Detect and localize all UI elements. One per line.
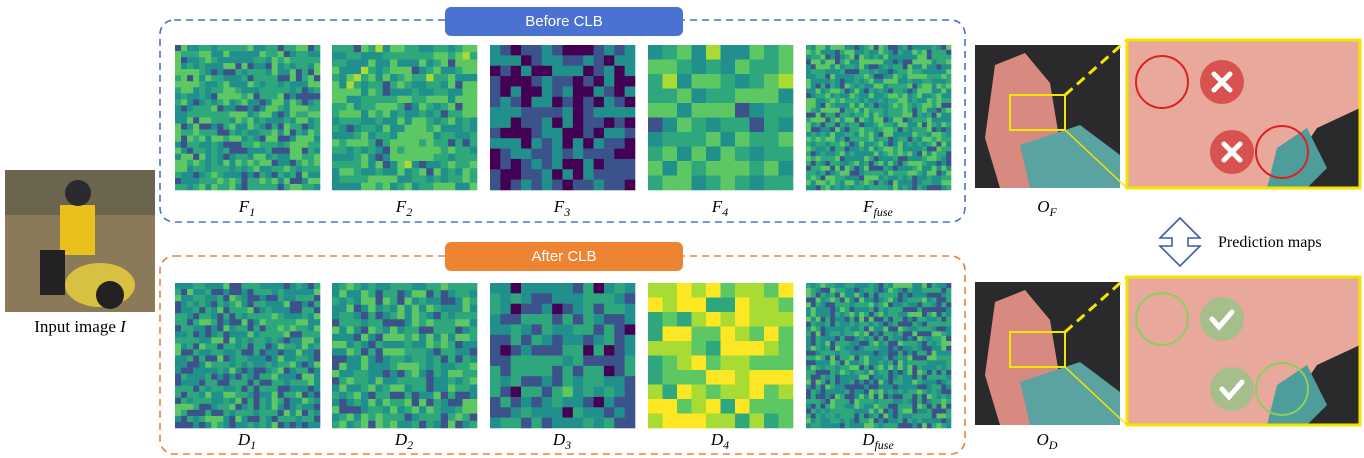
label-base: F bbox=[395, 197, 407, 216]
prediction-map bbox=[975, 277, 1360, 425]
caption-text: Input image bbox=[34, 317, 116, 336]
output-label: OD bbox=[1037, 430, 1058, 452]
label-sub: fuse bbox=[874, 205, 894, 219]
feature-map bbox=[332, 283, 477, 428]
feature-map bbox=[806, 283, 951, 428]
figure: Before CLB After CLB Input image I F1F2F… bbox=[0, 0, 1364, 458]
label-sub: 3 bbox=[564, 438, 571, 452]
label-sub: fuse bbox=[874, 438, 894, 452]
before-title: Before CLB bbox=[525, 13, 603, 30]
label-sub: 2 bbox=[407, 438, 413, 452]
feature-map bbox=[490, 283, 635, 428]
label-sub: 1 bbox=[249, 205, 255, 219]
label-base: F bbox=[238, 197, 250, 216]
label-base: O bbox=[1037, 197, 1049, 216]
arrow-label: Prediction maps bbox=[1218, 234, 1322, 251]
label-base: D bbox=[394, 430, 408, 449]
after-title: After CLB bbox=[531, 248, 596, 265]
input-caption: Input image I bbox=[34, 317, 127, 336]
feature-map bbox=[175, 45, 320, 190]
map-label: Ffuse bbox=[862, 197, 893, 219]
label-base: D bbox=[237, 430, 251, 449]
label-base: D bbox=[552, 430, 566, 449]
label-base: F bbox=[862, 197, 874, 216]
label-base: F bbox=[553, 197, 565, 216]
label-sub: 3 bbox=[563, 205, 570, 219]
feature-map bbox=[648, 45, 793, 190]
label-base: D bbox=[710, 430, 724, 449]
status-icon bbox=[1210, 367, 1254, 411]
map-label: F3 bbox=[553, 197, 570, 219]
arrow bbox=[1160, 218, 1200, 266]
label-sub: 2 bbox=[406, 205, 412, 219]
feature-map bbox=[175, 283, 320, 428]
output-label: OF bbox=[1037, 197, 1057, 219]
label-sub: D bbox=[1048, 438, 1058, 452]
label-sub: 1 bbox=[250, 438, 256, 452]
label-sub: 4 bbox=[722, 205, 728, 219]
feature-map bbox=[332, 45, 477, 190]
label-base: D bbox=[861, 430, 875, 449]
map-label: F2 bbox=[395, 197, 412, 219]
map-label: F1 bbox=[238, 197, 255, 219]
feature-map bbox=[648, 283, 793, 428]
map-label: D2 bbox=[394, 430, 413, 452]
label-sub: F bbox=[1048, 205, 1057, 219]
map-label: D4 bbox=[710, 430, 729, 452]
map-label: D1 bbox=[237, 430, 256, 452]
label-base: O bbox=[1037, 430, 1049, 449]
feature-map bbox=[806, 45, 951, 190]
status-icon bbox=[1200, 297, 1244, 341]
caption-var: I bbox=[119, 317, 127, 336]
map-label: F4 bbox=[711, 197, 728, 219]
map-label: D3 bbox=[552, 430, 571, 452]
label-sub: 4 bbox=[723, 438, 729, 452]
map-label: Dfuse bbox=[861, 430, 894, 452]
feature-map bbox=[490, 45, 635, 190]
input-image bbox=[5, 170, 155, 312]
label-base: F bbox=[711, 197, 723, 216]
prediction-map bbox=[975, 40, 1360, 188]
